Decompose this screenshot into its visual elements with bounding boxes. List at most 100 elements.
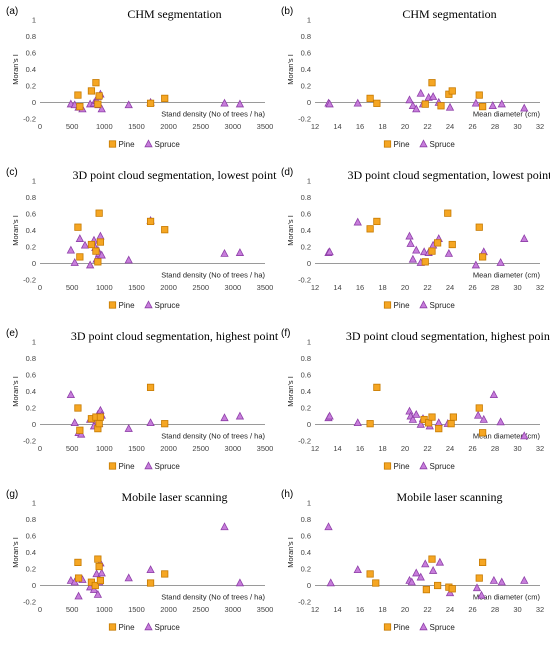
pine-point — [76, 426, 84, 434]
pine-point — [448, 585, 456, 593]
x-axis-label: Stand density (No of trees / ha) — [161, 271, 265, 280]
pine-point — [87, 240, 96, 249]
x-tick-label: 28 — [491, 444, 499, 453]
panel-0: (a) CHM segmentation-0.200.20.40.60.810 50… — [6, 6, 273, 149]
pine-point — [161, 570, 169, 578]
x-tick-label: 0 — [38, 605, 42, 614]
panel-label: (e) — [6, 328, 18, 339]
legend: Pine Spruce — [383, 622, 455, 632]
spruce-point — [407, 577, 416, 586]
x-tick-label: 2000 — [160, 444, 177, 453]
y-tick-label: 0.4 — [301, 65, 311, 74]
x-tick-label: 28 — [491, 283, 499, 292]
pine-point — [74, 574, 83, 582]
x-tick-label: 1500 — [128, 122, 145, 131]
pine-point — [366, 570, 374, 578]
x-axis-label: Mean diameter (cm) — [473, 271, 541, 280]
pine-point — [74, 404, 82, 412]
x-tick-label: 20 — [401, 605, 409, 614]
pine-point — [95, 562, 103, 571]
series-pine — [74, 209, 169, 266]
spruce-point — [324, 522, 333, 531]
y-tick-label: 0.8 — [26, 193, 36, 202]
spruce-point — [235, 248, 245, 256]
spruce-point — [408, 414, 418, 423]
pine-point — [475, 404, 483, 412]
pine-point — [475, 574, 483, 582]
spruce-point — [75, 234, 85, 242]
x-tick-label: 2500 — [192, 283, 209, 292]
panel-5: (f) 3D point cloud segmentation, highest … — [281, 328, 550, 471]
pine-point — [146, 579, 155, 587]
spruce-point — [144, 300, 153, 309]
pine-point — [108, 462, 117, 470]
pine-point — [74, 558, 82, 566]
pine-point — [95, 92, 103, 100]
x-tick-label: 30 — [513, 444, 521, 453]
x-tick-label: 0 — [38, 283, 42, 292]
y-tick-label: 1 — [32, 499, 36, 508]
pine-point — [76, 103, 84, 111]
pine-point — [383, 301, 392, 309]
y-tick-label: -0.2 — [23, 598, 36, 607]
x-axis-label: Stand density (No of trees / ha) — [161, 593, 265, 602]
pine-point — [428, 555, 436, 563]
pine-point — [74, 223, 82, 231]
spruce-point — [405, 95, 414, 104]
x-tick-label: 1000 — [96, 444, 113, 453]
pine-point — [94, 100, 102, 108]
x-tick-label: 20 — [401, 283, 409, 292]
y-tick-label: 0.4 — [26, 387, 36, 396]
spruce-point — [235, 578, 245, 587]
spruce-point — [477, 590, 486, 599]
spruce-point — [408, 254, 418, 263]
spruce-point — [421, 559, 430, 568]
x-tick-label: 12 — [311, 444, 319, 453]
spruce-point — [472, 583, 482, 592]
y-tick-label: 1 — [32, 177, 36, 186]
x-tick-label: 20 — [401, 444, 409, 453]
pine-point — [372, 579, 380, 587]
legend: Pine Spruce — [108, 139, 181, 149]
x-tick-label: 18 — [378, 122, 386, 131]
pine-point — [95, 420, 103, 428]
pine-point — [366, 420, 374, 428]
spruce-point — [326, 578, 335, 587]
legend-label-spruce: Spruce — [155, 140, 181, 149]
x-axis-label: Mean diameter (cm) — [473, 110, 541, 119]
y-axis-label: Moran's I — [11, 215, 20, 246]
y-tick-label: -0.2 — [298, 598, 311, 607]
spruce-point — [70, 258, 79, 266]
legend-label-spruce: Spruce — [430, 140, 456, 149]
legend: Pine Spruce — [108, 622, 180, 632]
y-tick-label: 0.8 — [301, 193, 311, 202]
panel-6: (g) Mobile laser scanning-0.200.20.40.60.… — [6, 489, 273, 632]
x-tick-label: 30 — [513, 122, 521, 131]
x-tick-label: 14 — [333, 605, 341, 614]
legend: Pine Spruce — [383, 139, 456, 149]
y-tick-label: -0.2 — [23, 276, 36, 285]
x-tick-label: 22 — [423, 283, 431, 292]
x-tick-label: 14 — [333, 283, 341, 292]
panel-label: (a) — [6, 6, 18, 17]
spruce-point — [520, 234, 529, 242]
x-tick-label: 16 — [356, 605, 364, 614]
spruce-point — [520, 431, 529, 440]
spruce-point — [325, 99, 334, 108]
legend-label-spruce: Spruce — [155, 462, 181, 471]
x-tick-label: 3500 — [257, 605, 274, 614]
y-tick-label: 0.8 — [26, 354, 36, 363]
spruce-point — [220, 522, 229, 531]
spruce-point — [520, 103, 529, 112]
y-tick-label: 0.6 — [301, 371, 311, 380]
x-axis-label: Mean diameter (cm) — [473, 593, 541, 602]
spruce-point — [353, 217, 362, 226]
x-tick-label: 3500 — [257, 444, 274, 453]
x-tick-label: 1500 — [128, 283, 145, 292]
spruce-point — [124, 573, 133, 582]
spruce-point — [97, 568, 106, 577]
series-spruce — [324, 522, 529, 599]
y-tick-label: 0 — [32, 98, 36, 107]
x-axis-label: Stand density (No of trees / ha) — [161, 432, 265, 441]
